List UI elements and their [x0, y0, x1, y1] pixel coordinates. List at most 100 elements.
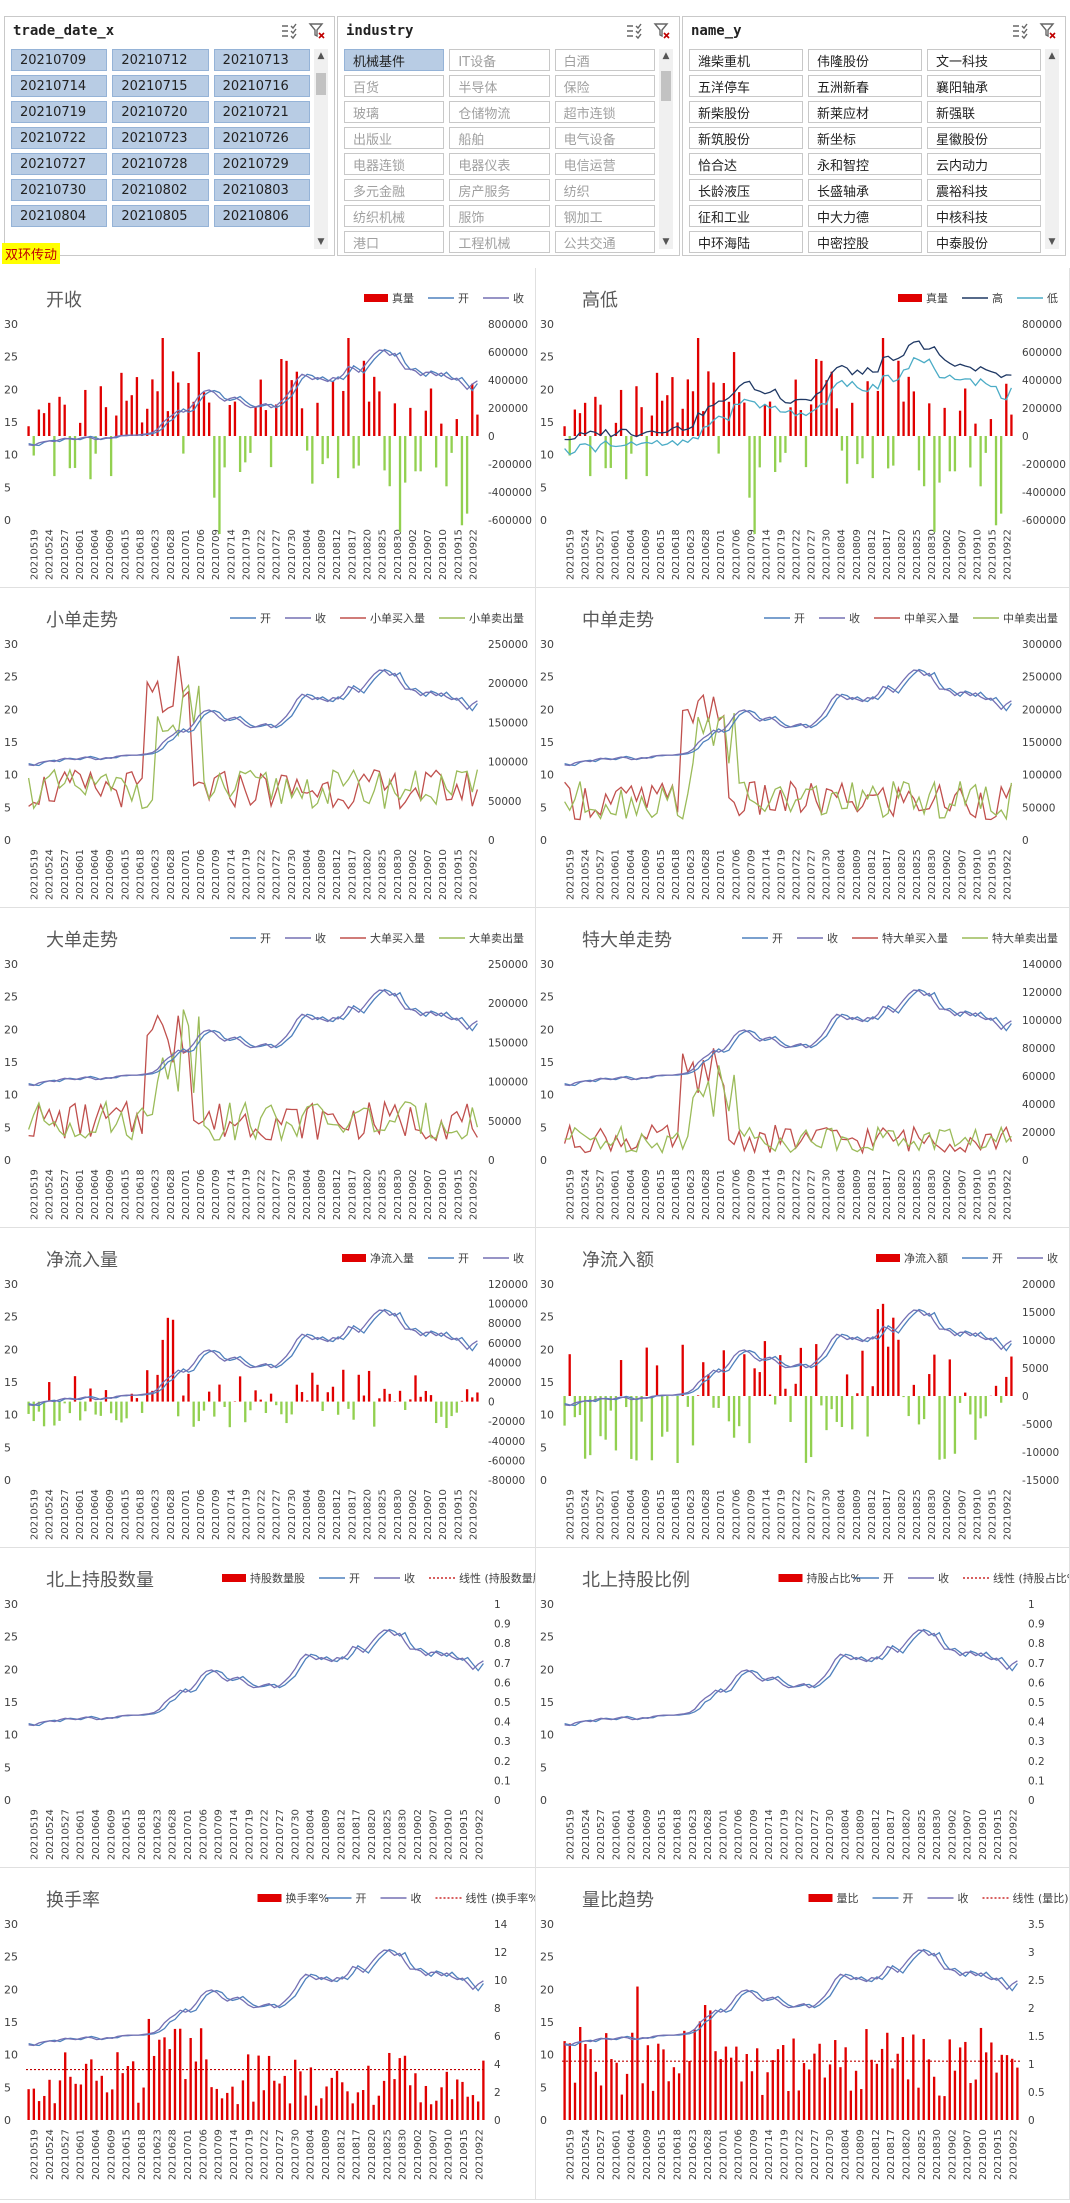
slicer-item[interactable]: IT设备: [449, 49, 550, 71]
slicer-item[interactable]: 20210709: [11, 49, 108, 71]
slicer-item[interactable]: 20210805: [112, 205, 209, 227]
scroll-up-icon[interactable]: ▲: [662, 51, 670, 61]
slicer-item[interactable]: 20210728: [112, 153, 209, 175]
slicer-item[interactable]: 多元金融: [344, 179, 445, 201]
slicer-item[interactable]: 恰合达: [689, 153, 803, 175]
slicer-item[interactable]: 新强联: [927, 101, 1041, 123]
slicer-item[interactable]: 20210723: [112, 127, 209, 149]
slicer-item[interactable]: 港口: [344, 231, 445, 253]
slicer-item[interactable]: 半导体: [449, 75, 550, 97]
slicer-item[interactable]: 20210806: [213, 205, 310, 227]
slicer-item[interactable]: 电气设备: [554, 127, 655, 149]
slicer-item[interactable]: 20210730: [11, 179, 108, 201]
multi-select-icon[interactable]: [625, 22, 643, 40]
slicer-item[interactable]: 20210715: [112, 75, 209, 97]
slicer-item[interactable]: 20210804: [11, 205, 108, 227]
slicer-item[interactable]: 长龄液压: [689, 179, 803, 201]
slicer-item[interactable]: 20210713: [213, 49, 310, 71]
slicer-scrollbar[interactable]: ▲ ▼: [659, 49, 673, 249]
slicer-item[interactable]: 仓储物流: [449, 101, 550, 123]
slicer-item[interactable]: 中大力德: [808, 205, 922, 227]
slicer-item[interactable]: 长盛轴承: [808, 179, 922, 201]
slicer-item[interactable]: 潍柴重机: [689, 49, 803, 71]
slicer-item[interactable]: 保险: [554, 75, 655, 97]
slicer-item[interactable]: 百货: [344, 75, 445, 97]
slicer-item[interactable]: 20210720: [112, 101, 209, 123]
slicer-item[interactable]: 20210803: [213, 179, 310, 201]
slicer-item[interactable]: 中环海陆: [689, 231, 803, 253]
scroll-down-icon[interactable]: ▼: [317, 237, 325, 247]
slicer-item[interactable]: 20210721: [213, 101, 310, 123]
chart-panel[interactable]: 开收 收 开 真量 30 25 20 15 10 5 0 800000 600000 400000 2000…: [0, 268, 536, 588]
slicer-item[interactable]: 襄阳轴承: [927, 75, 1041, 97]
slicer-item[interactable]: 20210729: [213, 153, 310, 175]
slicer-item[interactable]: 云内动力: [927, 153, 1041, 175]
chart-panel[interactable]: 净流入额 收 开 净流入额 30 25 20 15 10 5 0 20000 15000 10000 500…: [536, 1228, 1070, 1548]
clear-filter-icon[interactable]: [308, 22, 326, 40]
scroll-thumb[interactable]: [661, 71, 671, 101]
scroll-down-icon[interactable]: ▼: [662, 237, 670, 247]
slicer-item[interactable]: 新筑股份: [689, 127, 803, 149]
chart-panel[interactable]: 特大单走势 特大单卖出量 特大单买入量 收 开 30 25 20 15 10 5 0 140000 120…: [536, 908, 1070, 1228]
chart-panel[interactable]: 量比趋势 线性 (量比) 收开量比 30 25 20 15 10 5 0 3.5 3 2.5 2 1.5 1 0…: [536, 1868, 1070, 2200]
slicer-item[interactable]: 征和工业: [689, 205, 803, 227]
slicer-item[interactable]: 新柴股份: [689, 101, 803, 123]
slicer-item[interactable]: 20210802: [112, 179, 209, 201]
slicer-item[interactable]: 新坐标: [808, 127, 922, 149]
chart-panel[interactable]: 北上持股数量 线性 (持股数量股) 收 开 持股数量股 30 25 20 15 10 5 0 1 0.9 0…: [0, 1548, 536, 1868]
chart-panel[interactable]: 净流入量 收 开 净流入量 30 25 20 15 10 5 0 120000 100000 80000 6…: [0, 1228, 536, 1548]
slicer-item[interactable]: 20210712: [112, 49, 209, 71]
slicer-item[interactable]: 20210726: [213, 127, 310, 149]
slicer-industry[interactable]: industry 机械基件 IT设备 白酒 百货 半导体 保险 玻璃 仓储物流 超市连锁 出版业船…: [337, 16, 680, 256]
slicer-item[interactable]: 公共交通: [554, 231, 655, 253]
slicer-item[interactable]: 五洋停车: [689, 75, 803, 97]
chart-panel[interactable]: 中单走势 中单卖出量 中单买入量 收 开 30 25 20 15 10 5 0 300000 250000…: [536, 588, 1070, 908]
slicer-item[interactable]: 中密控股: [808, 231, 922, 253]
slicer-scrollbar[interactable]: ▲ ▼: [1045, 49, 1059, 249]
multi-select-icon[interactable]: [1011, 22, 1029, 40]
multi-select-icon[interactable]: [280, 22, 298, 40]
slicer-item[interactable]: 中泰股份: [927, 231, 1041, 253]
slicer-item[interactable]: 房产服务: [449, 179, 550, 201]
slicer-item[interactable]: 出版业: [344, 127, 445, 149]
slicer-scrollbar[interactable]: ▲ ▼: [314, 49, 328, 249]
slicer-item[interactable]: 震裕科技: [927, 179, 1041, 201]
slicer-item[interactable]: 船舶: [449, 127, 550, 149]
slicer-item[interactable]: 电信运营: [554, 153, 655, 175]
slicer-item[interactable]: 白酒: [554, 49, 655, 71]
scroll-down-icon[interactable]: ▼: [1048, 237, 1056, 247]
chart-panel[interactable]: 换手率 线性 (换手率%) 收开换手率% 30 25 20 15 10 5 0 14 12 10 8 6 4 2…: [0, 1868, 536, 2200]
chart-panel[interactable]: 大单走势 大单卖出量 大单买入量 收 开 30 25 20 15 10 5 0 250000 200000…: [0, 908, 536, 1228]
slicer-item[interactable]: 五洲新春: [808, 75, 922, 97]
scroll-thumb[interactable]: [316, 73, 326, 95]
slicer-item[interactable]: 20210722: [11, 127, 108, 149]
slicer-item[interactable]: 超市连锁: [554, 101, 655, 123]
slicer-item[interactable]: 新莱应材: [808, 101, 922, 123]
slicer-item[interactable]: 钢加工: [554, 205, 655, 227]
slicer-item[interactable]: 20210719: [11, 101, 108, 123]
slicer-item[interactable]: 中核科技: [927, 205, 1041, 227]
slicer-item[interactable]: 电器连锁: [344, 153, 445, 175]
slicer-item[interactable]: 服饰: [449, 205, 550, 227]
slicer-item[interactable]: 工程机械: [449, 231, 550, 253]
chart-panel[interactable]: 小单走势 小单卖出量 小单买入量 收 开 30 25 20 15 10 5 0 250000 200000…: [0, 588, 536, 908]
slicer-item[interactable]: 20210714: [11, 75, 108, 97]
clear-filter-icon[interactable]: [1039, 22, 1057, 40]
slicer-item[interactable]: 电器仪表: [449, 153, 550, 175]
clear-filter-icon[interactable]: [653, 22, 671, 40]
slicer-item[interactable]: 纺织机械: [344, 205, 445, 227]
slicer-item[interactable]: 20210716: [213, 75, 310, 97]
chart-panel[interactable]: 高低 低 高 真量 30 25 20 15 10 5 0 800000 600000 400000 2000…: [536, 268, 1070, 588]
slicer-name-y[interactable]: name_y 潍柴重机 伟隆股份 文一科技 五洋停车 五洲新春 襄阳轴承 新柴股份 新莱应材新…: [682, 16, 1066, 256]
slicer-item[interactable]: 星徽股份: [927, 127, 1041, 149]
slicer-item[interactable]: 永和智控: [808, 153, 922, 175]
scroll-up-icon[interactable]: ▲: [1048, 51, 1056, 61]
slicer-trade-date-x[interactable]: trade_date_x 20210709 20210712 20210713 202…: [4, 16, 335, 256]
scroll-up-icon[interactable]: ▲: [317, 51, 325, 61]
slicer-item[interactable]: 20210727: [11, 153, 108, 175]
slicer-item[interactable]: 伟隆股份: [808, 49, 922, 71]
slicer-item[interactable]: 机械基件: [344, 49, 445, 71]
chart-panel[interactable]: 北上持股比例 线性 (持股占比%) 收 开 持股占比% 30 25 20 15 10 5 0 1 0.9 0…: [536, 1548, 1070, 1868]
slicer-item[interactable]: 文一科技: [927, 49, 1041, 71]
slicer-item[interactable]: 玻璃: [344, 101, 445, 123]
